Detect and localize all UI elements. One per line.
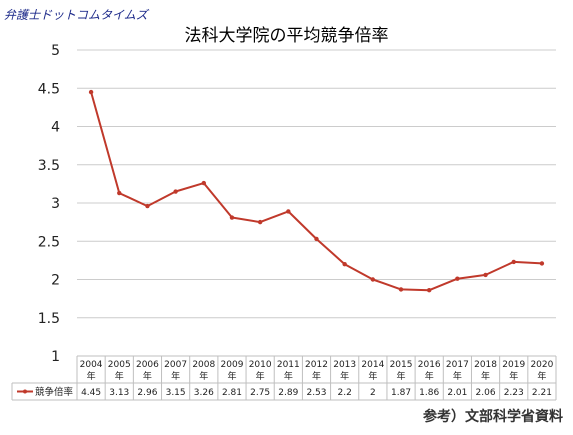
x-tick-label: 2007 xyxy=(164,360,187,370)
y-tick-label: 2 xyxy=(51,273,60,289)
x-tick-label: 2013 xyxy=(333,360,356,370)
data-label: 2.75 xyxy=(250,388,270,398)
data-label: 2.96 xyxy=(137,388,157,398)
x-tick-label-suffix: 年 xyxy=(199,370,208,382)
x-tick-label-suffix: 年 xyxy=(143,370,152,382)
x-tick-label-suffix: 年 xyxy=(284,370,293,382)
x-tick-label: 2014 xyxy=(361,360,384,370)
x-tick-label: 2010 xyxy=(249,360,272,370)
y-tick-label: 4.5 xyxy=(38,81,60,97)
x-tick-label-suffix: 年 xyxy=(115,370,124,382)
x-tick-label: 2020 xyxy=(530,360,553,370)
y-tick-label: 1.5 xyxy=(38,311,60,327)
x-tick-label-suffix: 年 xyxy=(227,370,236,382)
data-point xyxy=(342,262,347,267)
data-label: 2.21 xyxy=(532,388,552,398)
y-axis-tick-labels: 1 1.5 2 2.5 3 3.5 4 4.5 5 xyxy=(38,43,60,365)
x-tick-label: 2015 xyxy=(390,360,413,370)
chart-title: 法科大学院の平均競争倍率 xyxy=(184,26,389,46)
data-point xyxy=(398,287,404,292)
data-label: 2.89 xyxy=(278,388,298,398)
series-line xyxy=(90,91,542,292)
x-tick-label-suffix: 年 xyxy=(368,370,377,382)
data-label: 2.53 xyxy=(306,388,326,398)
y-tick-label: 1 xyxy=(51,349,60,365)
y-tick-label: 3.5 xyxy=(38,158,60,174)
data-point xyxy=(539,261,545,266)
x-tick-label-suffix: 年 xyxy=(425,370,434,382)
data-label: 3.26 xyxy=(194,388,214,398)
data-point xyxy=(370,277,376,282)
data-point xyxy=(511,259,516,265)
data-label: 1.87 xyxy=(391,388,411,398)
data-point xyxy=(455,276,460,281)
brand-logo: 弁護士ドットコムタイムズ xyxy=(4,8,148,22)
data-point xyxy=(201,180,206,186)
data-label: 4.45 xyxy=(81,388,101,398)
x-tick-label: 2005 xyxy=(108,360,131,370)
data-label: 3.15 xyxy=(166,388,186,398)
x-tick-label-suffix: 年 xyxy=(312,370,321,382)
data-point xyxy=(257,219,263,225)
x-tick-label-suffix: 年 xyxy=(87,370,96,382)
data-point xyxy=(145,203,150,209)
source-note: 参考）文部科学省資料 xyxy=(423,409,563,425)
data-point xyxy=(88,89,94,95)
y-tick-label: 5 xyxy=(51,43,60,59)
data-label: 2.01 xyxy=(447,388,467,398)
data-label: 3.13 xyxy=(109,388,129,398)
data-point xyxy=(427,288,432,293)
data-label: 2 xyxy=(370,388,376,398)
data-point xyxy=(286,209,291,214)
data-table: 2004年4.452005年3.132006年2.962007年3.152008… xyxy=(11,355,557,401)
x-tick-label-suffix: 年 xyxy=(171,370,180,382)
x-tick-label: 2012 xyxy=(305,360,328,370)
x-tick-label-suffix: 年 xyxy=(256,370,265,382)
x-tick-label: 2016 xyxy=(418,360,441,370)
data-point xyxy=(173,189,178,194)
data-label: 1.86 xyxy=(419,388,439,398)
x-tick-label: 2009 xyxy=(221,360,244,370)
x-tick-label: 2017 xyxy=(446,360,469,370)
legend-marker xyxy=(23,389,27,394)
y-tick-label: 3 xyxy=(51,196,60,212)
x-tick-label-suffix: 年 xyxy=(453,370,462,382)
data-label: 2.81 xyxy=(222,388,242,398)
x-tick-label: 2008 xyxy=(192,360,215,370)
x-tick-label-suffix: 年 xyxy=(537,370,546,382)
data-point xyxy=(117,190,122,196)
x-tick-label-suffix: 年 xyxy=(397,370,406,382)
data-point xyxy=(314,236,319,242)
data-label: 2.23 xyxy=(504,388,524,398)
x-tick-label: 2019 xyxy=(502,360,525,370)
y-tick-label: 2.5 xyxy=(38,234,60,250)
data-label: 2.2 xyxy=(338,388,352,398)
x-tick-label-suffix: 年 xyxy=(509,370,518,382)
x-tick-label: 2006 xyxy=(136,360,159,370)
x-tick-label: 2011 xyxy=(277,360,300,370)
data-point xyxy=(229,215,235,220)
y-tick-label: 4 xyxy=(51,120,60,136)
data-label: 2.06 xyxy=(476,388,496,398)
gridlines xyxy=(77,49,556,357)
x-tick-label: 2018 xyxy=(474,360,497,370)
x-tick-label-suffix: 年 xyxy=(481,370,490,382)
series-points xyxy=(88,89,545,293)
data-point xyxy=(483,272,488,278)
series-line-競争倍率 xyxy=(90,91,542,292)
legend-series-name: 競争倍率 xyxy=(35,386,74,398)
x-tick-label-suffix: 年 xyxy=(340,370,349,382)
x-tick-label: 2004 xyxy=(80,360,103,370)
